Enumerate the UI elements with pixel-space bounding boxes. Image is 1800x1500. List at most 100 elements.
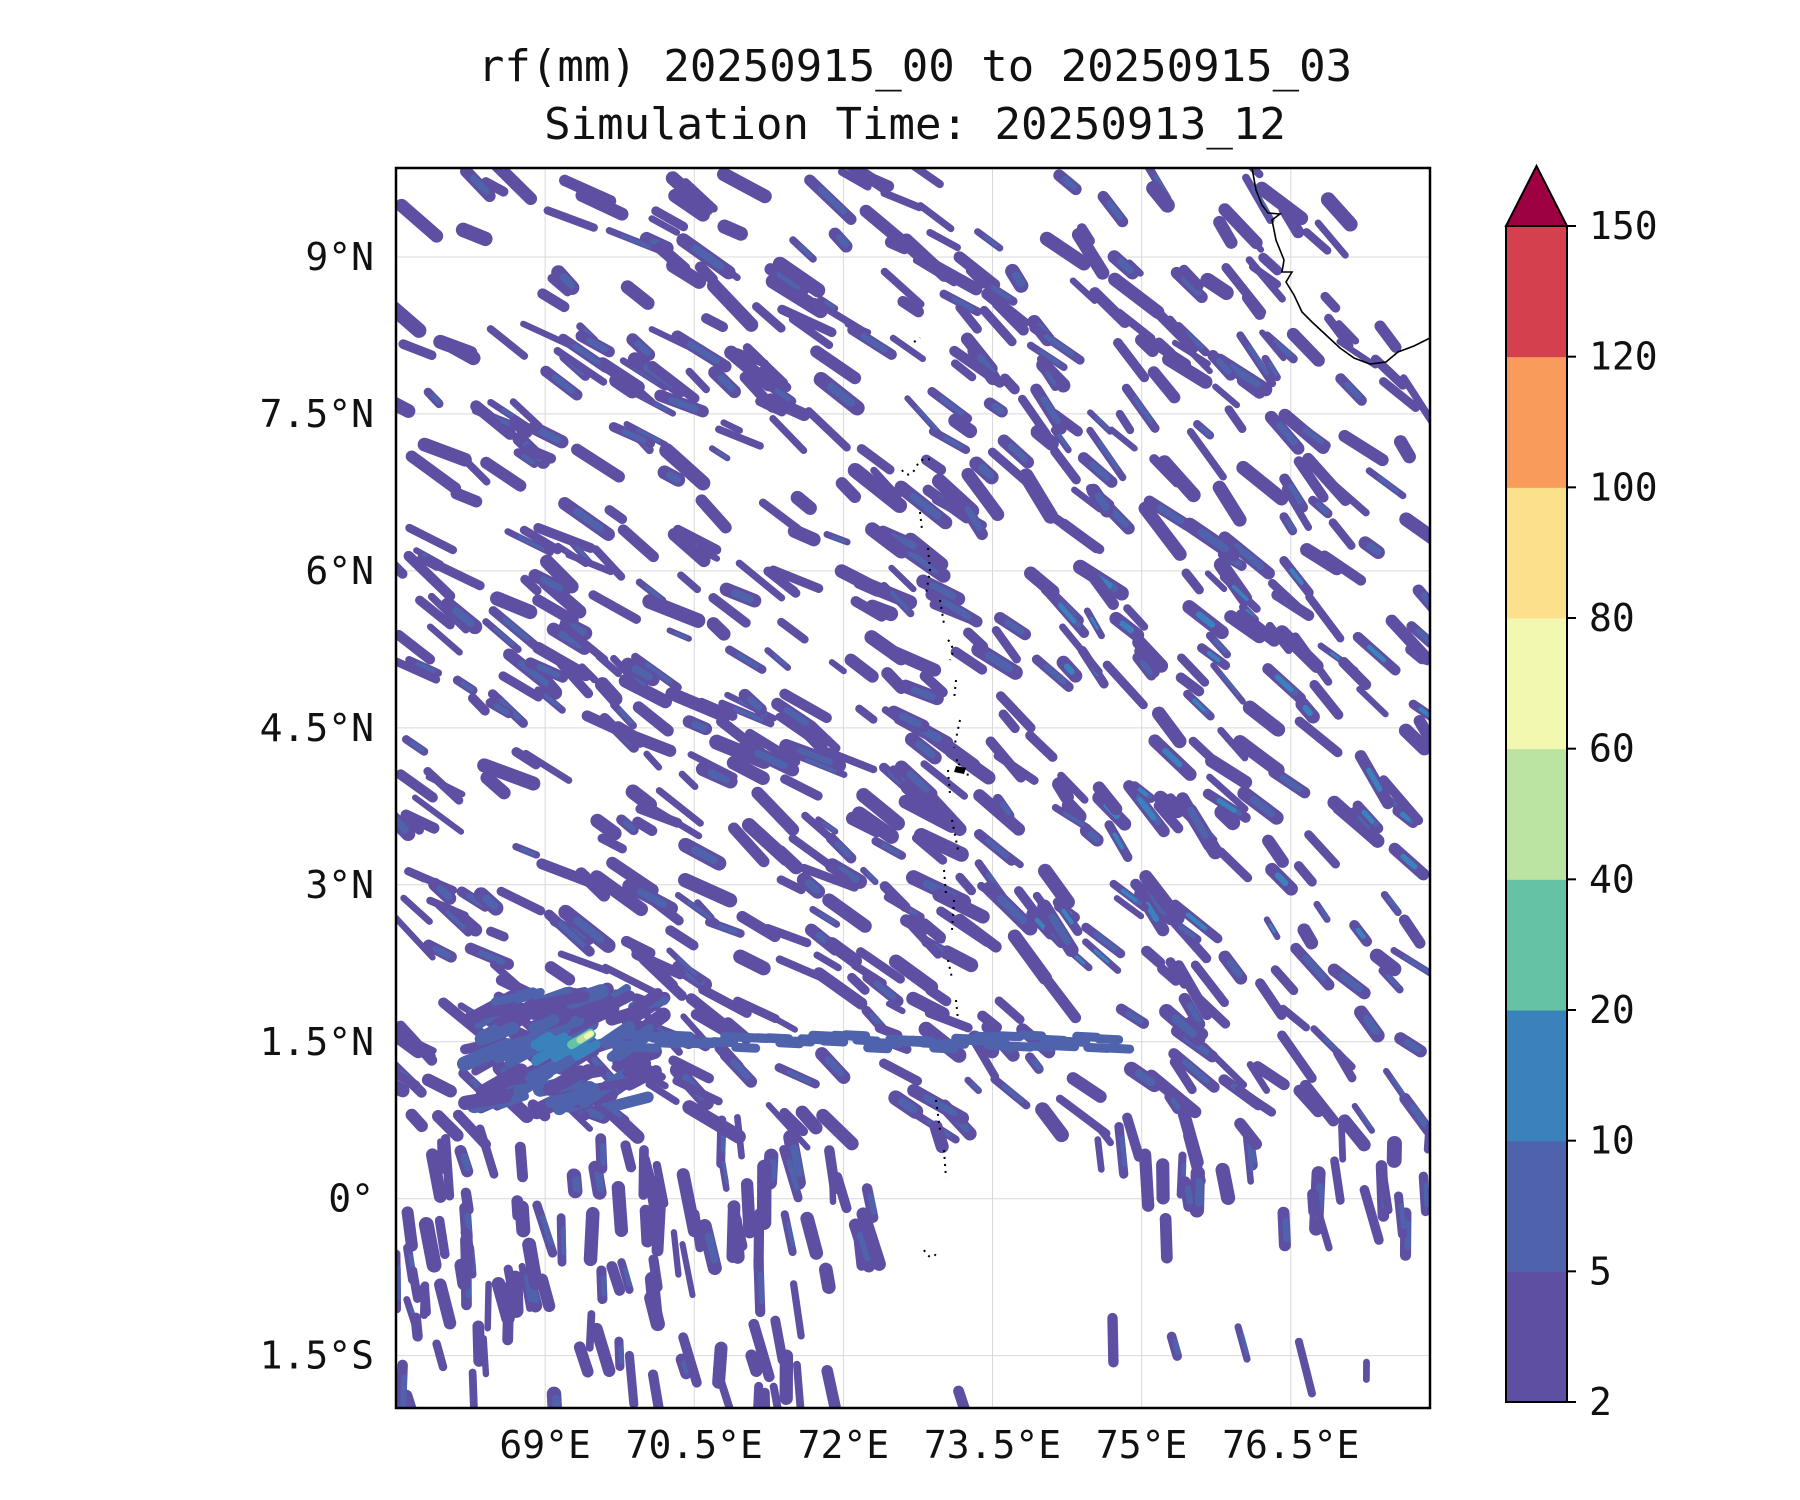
- rain-cell: [632, 701, 674, 737]
- rain-cell: [898, 712, 923, 728]
- rain-cell: [625, 784, 658, 813]
- rain-cell: [1279, 774, 1303, 793]
- rain-cell: [808, 1030, 838, 1041]
- rain-cell: [1037, 863, 1075, 910]
- colorbar-tick-label: 150: [1589, 204, 1658, 248]
- rain-cell: [691, 720, 708, 732]
- rain-cell: [1051, 514, 1105, 555]
- rain-cell: [1132, 395, 1154, 423]
- rain-cell: [521, 453, 535, 465]
- rain-cell: [1355, 927, 1366, 939]
- rain-cell: [1379, 1174, 1393, 1215]
- rain-cell: [1289, 568, 1304, 586]
- rain-cell: [835, 477, 862, 503]
- rain-cell: [1144, 901, 1160, 922]
- rain-cell: [517, 660, 550, 687]
- rain-cell: [1212, 480, 1247, 527]
- rain-cell: [706, 617, 731, 641]
- rain-cell: [715, 449, 728, 459]
- rain-cell: [1236, 460, 1289, 506]
- rain-cell: [809, 722, 841, 753]
- rain-cell: [1114, 308, 1156, 343]
- rain-cell: [1270, 965, 1299, 996]
- rain-cell: [1172, 1339, 1181, 1356]
- rain-cell: [1213, 215, 1238, 249]
- rain-cell: [1320, 291, 1341, 313]
- rain-cell: [1030, 424, 1059, 451]
- rain-cell: [670, 1229, 682, 1278]
- longitude-axis-labels: 69°E 70.5°E 72°E 73.5°E 75°E 76.5°E: [499, 1423, 1359, 1467]
- rain-cell: [450, 487, 483, 508]
- rain-cell: [519, 525, 562, 555]
- rain-cell: [398, 339, 437, 361]
- rain-cell: [594, 1170, 605, 1192]
- rain-cell: [820, 746, 878, 774]
- rain-cell: [1338, 1122, 1347, 1163]
- rain-cell: [550, 1035, 574, 1053]
- rain-cell: [745, 728, 801, 767]
- rain-cell: [732, 706, 764, 723]
- rain-cell: [1040, 396, 1061, 425]
- colorbar-tick-label: 120: [1589, 335, 1658, 379]
- rain-cell: [1034, 917, 1047, 931]
- rain-cell: [1403, 955, 1430, 973]
- rain-cell: [713, 1364, 734, 1408]
- rain-cell: [1369, 948, 1402, 977]
- rain-cell: [618, 708, 633, 725]
- rain-cell: [1235, 609, 1281, 647]
- rain-cell: [1328, 518, 1356, 550]
- rain-cell: [696, 697, 738, 721]
- rain-cell: [498, 671, 544, 702]
- rain-cell: [944, 744, 996, 785]
- rain-cell: [818, 1262, 836, 1294]
- rain-cell: [1115, 409, 1135, 435]
- rain-cell: [939, 396, 965, 416]
- rain-cell: [642, 594, 706, 628]
- rain-cell: [765, 274, 828, 319]
- rain-cell: [496, 886, 546, 916]
- rain-cell: [1227, 959, 1243, 978]
- rain-cell: [405, 523, 458, 555]
- rain-cell: [720, 1032, 750, 1042]
- rain-cell: [1170, 1097, 1181, 1111]
- rain-cell: [800, 1211, 824, 1260]
- rain-cell: [790, 1144, 803, 1178]
- rain-cell: [837, 168, 872, 191]
- colorbar-tick-label: 10: [1589, 1119, 1635, 1163]
- rain-cell: [1262, 834, 1289, 868]
- rain-cell: [396, 300, 427, 338]
- rain-cell: [790, 490, 817, 515]
- rain-cell: [1141, 945, 1166, 969]
- rain-cell: [430, 393, 442, 405]
- rain-cell: [898, 1097, 918, 1114]
- rain-cell: [569, 622, 587, 636]
- rain-cell: [1012, 271, 1026, 288]
- rain-cell: [1339, 972, 1363, 993]
- rain-cell: [520, 574, 542, 596]
- rain-cell: [590, 870, 648, 917]
- rain-cell: [1357, 813, 1372, 829]
- rain-cell: [1132, 635, 1169, 673]
- rain-cell: [979, 305, 1017, 347]
- rain-cell: [517, 535, 545, 551]
- rain-cell: [758, 1270, 765, 1305]
- rain-cell: [783, 706, 809, 726]
- rain-cell: [1116, 257, 1134, 274]
- rain-cell: [626, 730, 677, 757]
- rain-cell: [1006, 1041, 1036, 1052]
- rain-cell: [1109, 507, 1129, 528]
- rain-cell: [698, 984, 752, 1018]
- rain-cell: [1218, 203, 1263, 250]
- rain-cell: [1159, 1212, 1173, 1264]
- rain-cell: [1398, 1203, 1406, 1230]
- rain-cell: [874, 1023, 903, 1040]
- colorbar-tick-label: 20: [1589, 988, 1635, 1032]
- rain-cell: [973, 789, 1026, 836]
- rain-cell: [665, 1030, 695, 1041]
- rain-cell: [797, 243, 813, 258]
- rain-cell: [866, 871, 877, 883]
- rain-cell: [1418, 707, 1430, 718]
- rain-cell: [984, 1040, 1014, 1051]
- lat-tick-label: 4.5°N: [260, 706, 374, 750]
- rain-cell: [621, 429, 647, 444]
